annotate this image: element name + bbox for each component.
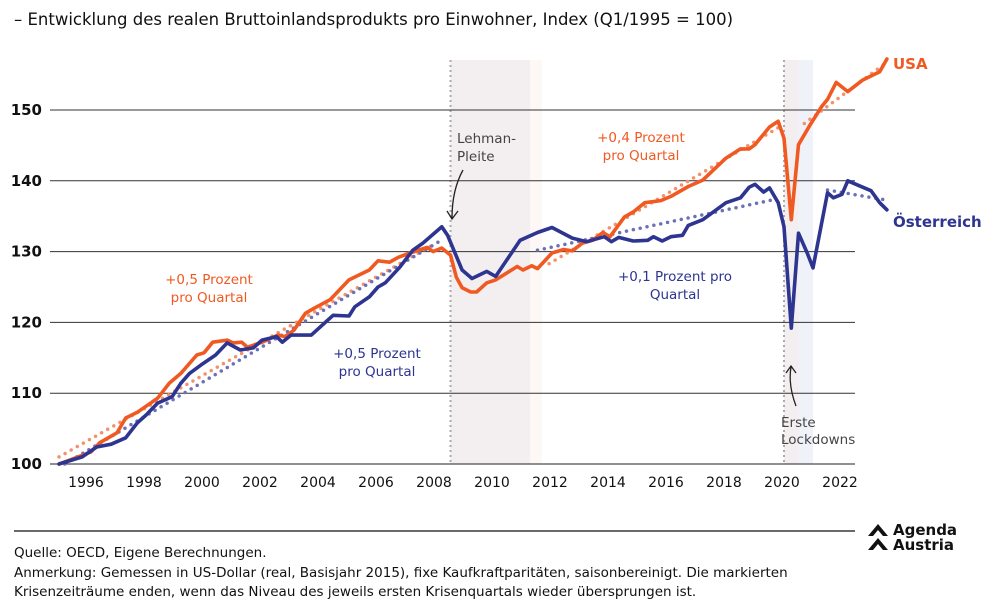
y-tick-label: 150 bbox=[11, 101, 42, 119]
x-tick-label: 2012 bbox=[532, 475, 568, 491]
usa-series-label: USA bbox=[893, 55, 928, 73]
usa-trend1-label: +0,5 Prozent bbox=[165, 272, 253, 288]
series-lines bbox=[57, 57, 889, 466]
usa-trend2-label-2: pro Quartal bbox=[603, 148, 680, 164]
logo-text-2: Austria bbox=[893, 536, 954, 554]
note-text-2: Krisenzeiträume enden, wenn das Niveau d… bbox=[14, 584, 696, 600]
austria-trend2-label: +0,1 Prozent pro bbox=[618, 269, 732, 285]
trend-line-austria bbox=[535, 198, 775, 252]
chart-title: – Entwicklung des realen Bruttoinlandspr… bbox=[14, 10, 733, 29]
lockdown-annotation: Erste bbox=[781, 415, 816, 431]
crisis-shade bbox=[450, 60, 531, 464]
austria-series-label: Österreich bbox=[893, 212, 982, 231]
crisis-recovery-shade bbox=[798, 60, 813, 464]
crisis-recovery-shade bbox=[530, 60, 542, 464]
austria-trend1-label: +0,5 Prozent bbox=[333, 346, 421, 362]
lockdown-annotation-2: Lockdowns bbox=[781, 432, 855, 448]
logo-chevron-icon bbox=[868, 538, 888, 550]
austria-trend1-label-2: pro Quartal bbox=[339, 364, 416, 380]
series-line-usa bbox=[57, 57, 889, 466]
x-tick-label: 2020 bbox=[764, 475, 800, 491]
note-text: Anmerkung: Gemessen in US-Dollar (real, … bbox=[14, 565, 788, 581]
lehman-arrow-icon bbox=[446, 169, 464, 221]
y-tick-label: 120 bbox=[11, 313, 42, 331]
lehman-annotation-2: Pleite bbox=[457, 149, 495, 165]
y-tick-label: 110 bbox=[11, 384, 42, 402]
x-tick-label: 2000 bbox=[184, 475, 220, 491]
x-tick-label: 2006 bbox=[358, 475, 394, 491]
x-tick-label: 2002 bbox=[242, 475, 278, 491]
lehman-annotation: Lehman- bbox=[457, 131, 516, 147]
x-tick-label: 1998 bbox=[126, 475, 162, 491]
x-tick-label: 1996 bbox=[68, 475, 104, 491]
trend-line-usa bbox=[802, 61, 888, 126]
y-tick-label: 130 bbox=[11, 243, 42, 261]
x-tick-label: 2008 bbox=[416, 475, 452, 491]
y-tick-label: 140 bbox=[11, 172, 42, 190]
x-tick-label: 2010 bbox=[474, 475, 510, 491]
austria-trend2-label-2: Quartal bbox=[650, 287, 700, 303]
series-line-austria bbox=[57, 179, 889, 466]
logo-chevron-icon bbox=[868, 524, 888, 536]
x-tick-label: 2004 bbox=[300, 475, 336, 491]
logo-text: Agenda bbox=[893, 521, 957, 539]
source-text: Quelle: OECD, Eigene Berechnungen. bbox=[14, 545, 267, 561]
y-tick-label: 100 bbox=[11, 455, 42, 473]
trend-line-usa bbox=[547, 125, 780, 266]
usa-trend1-label-2: pro Quartal bbox=[171, 290, 248, 306]
lockdown-arrow-icon bbox=[785, 364, 797, 407]
x-tick-label: 2022 bbox=[822, 475, 858, 491]
agenda-austria-logo: Agenda Austria bbox=[868, 521, 957, 554]
x-tick-label: 2014 bbox=[590, 475, 626, 491]
x-tick-label: 2016 bbox=[648, 475, 684, 491]
usa-trend2-label: +0,4 Prozent bbox=[597, 130, 685, 146]
trend-line-austria bbox=[63, 239, 441, 466]
gridlines: 100 110 120 130 140 150 1996 1998 2000 2002 2004 20… bbox=[11, 101, 858, 491]
x-tick-label: 2018 bbox=[706, 475, 742, 491]
